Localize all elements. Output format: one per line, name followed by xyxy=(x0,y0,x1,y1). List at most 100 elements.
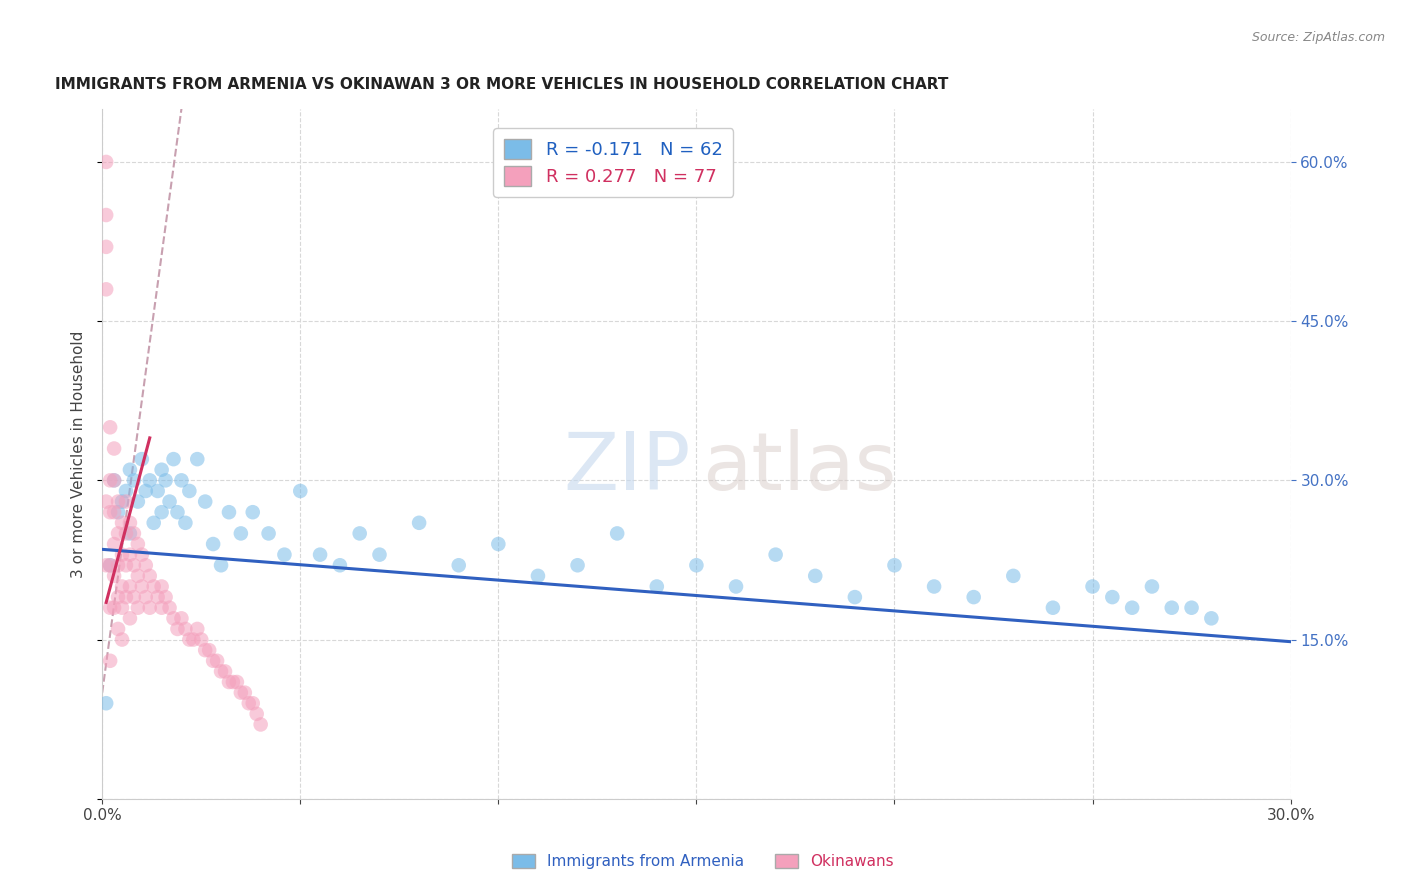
Point xyxy=(179,483,201,498)
Point xyxy=(229,685,252,699)
Point xyxy=(107,590,129,604)
Point xyxy=(146,483,169,498)
Point xyxy=(1081,579,1104,593)
Point xyxy=(118,516,141,530)
Point xyxy=(290,483,312,498)
Legend: Immigrants from Armenia, Okinawans: Immigrants from Armenia, Okinawans xyxy=(506,848,900,875)
Point xyxy=(96,155,118,169)
Point xyxy=(194,494,217,508)
Point xyxy=(103,569,125,583)
Point xyxy=(408,516,430,530)
Point xyxy=(229,526,252,541)
Point xyxy=(139,474,162,488)
Point xyxy=(103,442,125,456)
Point xyxy=(131,548,153,562)
Point xyxy=(329,558,352,573)
Point xyxy=(1101,590,1123,604)
Point xyxy=(139,600,162,615)
Point xyxy=(162,452,184,467)
Point xyxy=(186,622,208,636)
Point xyxy=(922,579,945,593)
Point xyxy=(107,622,129,636)
Point xyxy=(131,579,153,593)
Point xyxy=(98,600,121,615)
Point xyxy=(122,590,145,604)
Point xyxy=(174,516,197,530)
Point xyxy=(98,558,121,573)
Point xyxy=(98,505,121,519)
Point xyxy=(103,505,125,519)
Point xyxy=(127,569,149,583)
Point xyxy=(162,611,184,625)
Point xyxy=(238,696,260,710)
Point xyxy=(309,548,332,562)
Point xyxy=(242,696,264,710)
Point xyxy=(233,685,256,699)
Point xyxy=(1042,600,1064,615)
Point xyxy=(111,632,134,647)
Text: IMMIGRANTS FROM ARMENIA VS OKINAWAN 3 OR MORE VEHICLES IN HOUSEHOLD CORRELATION : IMMIGRANTS FROM ARMENIA VS OKINAWAN 3 OR… xyxy=(55,78,948,93)
Point xyxy=(155,474,177,488)
Point xyxy=(118,463,141,477)
Point xyxy=(190,632,212,647)
Point xyxy=(98,474,121,488)
Point xyxy=(96,282,118,296)
Point xyxy=(1160,600,1182,615)
Point xyxy=(98,558,121,573)
Point xyxy=(135,558,157,573)
Point xyxy=(150,600,173,615)
Point xyxy=(1121,600,1143,615)
Point xyxy=(142,579,165,593)
Point xyxy=(111,516,134,530)
Point xyxy=(209,558,232,573)
Point xyxy=(1201,611,1223,625)
Point xyxy=(118,548,141,562)
Point xyxy=(111,579,134,593)
Point xyxy=(246,706,269,721)
Point xyxy=(174,622,197,636)
Point xyxy=(202,537,225,551)
Point xyxy=(166,622,188,636)
Point xyxy=(202,654,225,668)
Point xyxy=(142,516,165,530)
Point xyxy=(209,665,232,679)
Point xyxy=(527,569,550,583)
Legend: R = -0.171   N = 62, R = 0.277   N = 77: R = -0.171 N = 62, R = 0.277 N = 77 xyxy=(494,128,734,197)
Point xyxy=(844,590,866,604)
Point xyxy=(103,474,125,488)
Point xyxy=(249,717,271,731)
Point xyxy=(567,558,589,573)
Point xyxy=(115,483,138,498)
Point xyxy=(111,548,134,562)
Point xyxy=(111,494,134,508)
Point xyxy=(214,665,236,679)
Point xyxy=(118,611,141,625)
Point xyxy=(179,632,201,647)
Point xyxy=(135,590,157,604)
Point xyxy=(218,675,240,690)
Point xyxy=(146,590,169,604)
Point xyxy=(118,526,141,541)
Point xyxy=(724,579,747,593)
Point xyxy=(1140,579,1163,593)
Point xyxy=(170,474,193,488)
Point xyxy=(107,526,129,541)
Point xyxy=(198,643,221,657)
Point xyxy=(98,420,121,434)
Point xyxy=(159,600,181,615)
Point xyxy=(96,558,118,573)
Point xyxy=(96,494,118,508)
Point xyxy=(349,526,371,541)
Point xyxy=(225,675,247,690)
Point xyxy=(103,537,125,551)
Point xyxy=(96,208,118,222)
Y-axis label: 3 or more Vehicles in Household: 3 or more Vehicles in Household xyxy=(72,330,86,577)
Point xyxy=(170,611,193,625)
Point xyxy=(115,590,138,604)
Point xyxy=(150,463,173,477)
Point xyxy=(107,558,129,573)
Point xyxy=(765,548,787,562)
Point xyxy=(194,643,217,657)
Point xyxy=(257,526,280,541)
Point xyxy=(606,526,628,541)
